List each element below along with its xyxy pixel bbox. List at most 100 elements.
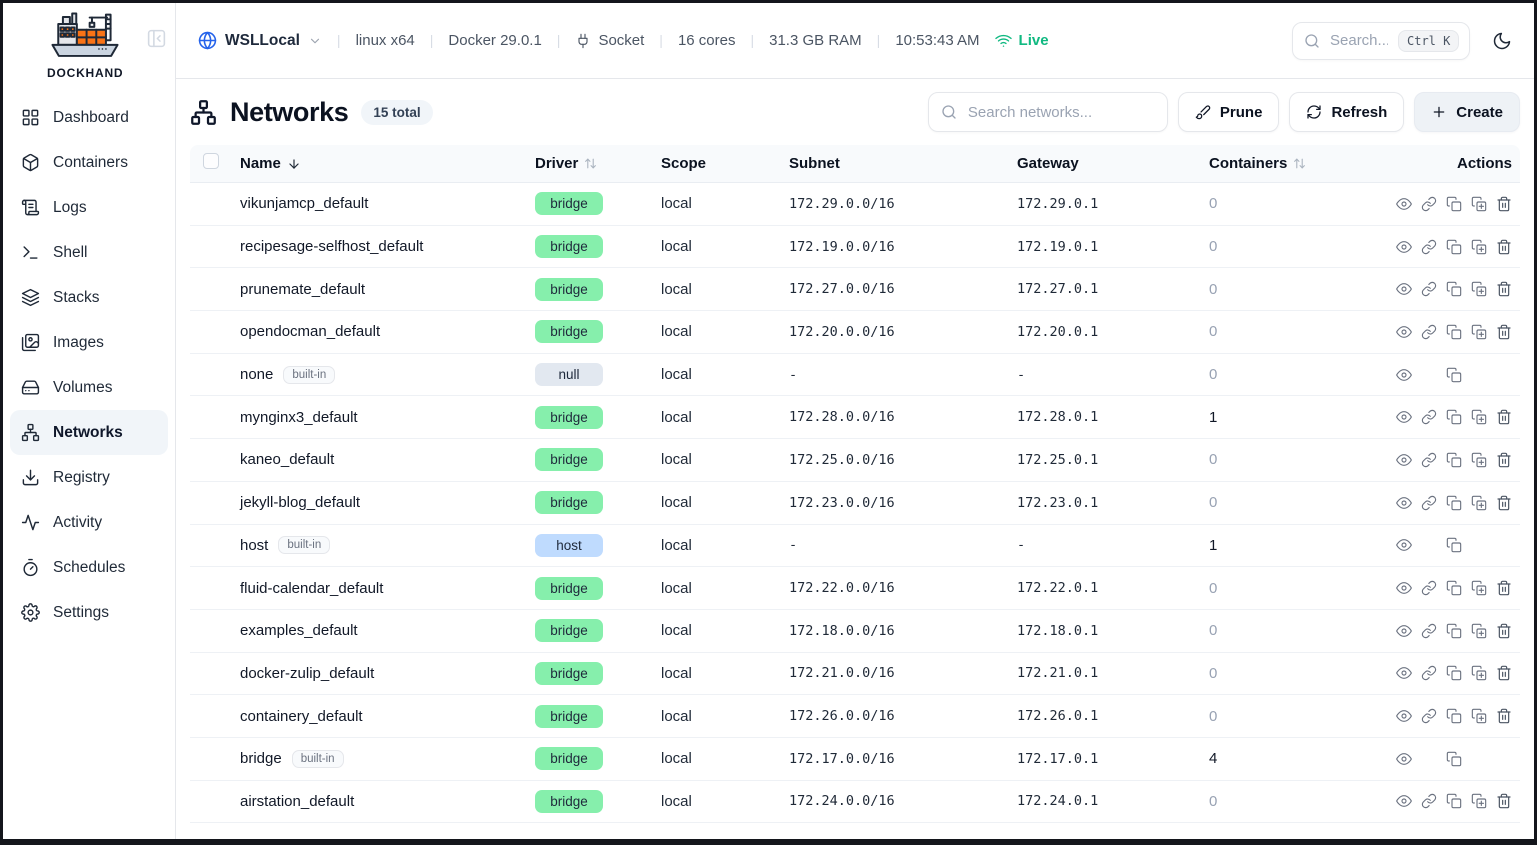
- delete-icon[interactable]: [1496, 793, 1512, 809]
- table-row[interactable]: fluid-calendar_default bridge local 172.…: [190, 567, 1520, 610]
- copy-icon[interactable]: [1446, 495, 1462, 511]
- view-icon[interactable]: [1396, 793, 1412, 809]
- column-header-driver[interactable]: Driver: [535, 155, 661, 172]
- host-selector[interactable]: WSLLocal: [198, 31, 322, 50]
- table-row[interactable]: docker-zulip_default bridge local 172.21…: [190, 653, 1520, 696]
- delete-icon[interactable]: [1496, 409, 1512, 425]
- table-row[interactable]: examples_default bridge local 172.18.0.0…: [190, 610, 1520, 653]
- link-icon[interactable]: [1421, 452, 1437, 468]
- view-icon[interactable]: [1396, 580, 1412, 596]
- link-icon[interactable]: [1421, 623, 1437, 639]
- link-icon[interactable]: [1421, 239, 1437, 255]
- view-icon[interactable]: [1396, 537, 1412, 553]
- column-header-containers[interactable]: Containers: [1209, 155, 1398, 172]
- delete-icon[interactable]: [1496, 196, 1512, 212]
- sidebar-item-images[interactable]: Images: [10, 320, 168, 365]
- copy-icon[interactable]: [1446, 324, 1462, 340]
- copy-icon[interactable]: [1446, 239, 1462, 255]
- copy-add-icon[interactable]: [1471, 239, 1487, 255]
- link-icon[interactable]: [1421, 665, 1437, 681]
- table-row[interactable]: prunemate_default bridge local 172.27.0.…: [190, 268, 1520, 312]
- sidebar-item-activity[interactable]: Activity: [10, 500, 168, 545]
- table-row[interactable]: containery_default bridge local 172.26.0…: [190, 695, 1520, 738]
- copy-icon[interactable]: [1446, 751, 1462, 767]
- delete-icon[interactable]: [1496, 580, 1512, 596]
- table-row[interactable]: host built-in host local - - 1: [190, 525, 1520, 568]
- view-icon[interactable]: [1396, 409, 1412, 425]
- create-button[interactable]: Create: [1414, 92, 1520, 132]
- copy-add-icon[interactable]: [1471, 324, 1487, 340]
- view-icon[interactable]: [1396, 324, 1412, 340]
- network-search-input[interactable]: [965, 102, 1155, 122]
- global-search-input[interactable]: [1328, 31, 1390, 50]
- sidebar-collapse-button[interactable]: [146, 28, 167, 49]
- copy-icon[interactable]: [1446, 281, 1462, 297]
- link-icon[interactable]: [1421, 196, 1437, 212]
- table-row[interactable]: kaneo_default bridge local 172.25.0.0/16…: [190, 439, 1520, 482]
- copy-icon[interactable]: [1446, 623, 1462, 639]
- view-icon[interactable]: [1396, 452, 1412, 468]
- view-icon[interactable]: [1396, 196, 1412, 212]
- copy-add-icon[interactable]: [1471, 708, 1487, 724]
- copy-icon[interactable]: [1446, 708, 1462, 724]
- copy-icon[interactable]: [1446, 580, 1462, 596]
- view-icon[interactable]: [1396, 751, 1412, 767]
- sidebar-item-networks[interactable]: Networks: [10, 410, 168, 455]
- dark-mode-toggle[interactable]: [1492, 31, 1512, 51]
- delete-icon[interactable]: [1496, 495, 1512, 511]
- link-icon[interactable]: [1421, 281, 1437, 297]
- copy-icon[interactable]: [1446, 452, 1462, 468]
- link-icon[interactable]: [1421, 580, 1437, 596]
- link-icon[interactable]: [1421, 708, 1437, 724]
- copy-icon[interactable]: [1446, 367, 1462, 383]
- table-row[interactable]: vikunjamcp_default bridge local 172.29.0…: [190, 183, 1520, 226]
- view-icon[interactable]: [1396, 367, 1412, 383]
- table-row[interactable]: recipesage-selfhost_default bridge local…: [190, 226, 1520, 269]
- view-icon[interactable]: [1396, 495, 1412, 511]
- view-icon[interactable]: [1396, 708, 1412, 724]
- column-header-name[interactable]: Name: [240, 155, 535, 172]
- prune-button[interactable]: Prune: [1177, 92, 1280, 132]
- sidebar-item-volumes[interactable]: Volumes: [10, 365, 168, 410]
- link-icon[interactable]: [1421, 324, 1437, 340]
- delete-icon[interactable]: [1496, 665, 1512, 681]
- sidebar-item-logs[interactable]: Logs: [10, 185, 168, 230]
- table-row[interactable]: none built-in null local - - 0: [190, 354, 1520, 397]
- delete-icon[interactable]: [1496, 239, 1512, 255]
- view-icon[interactable]: [1396, 239, 1412, 255]
- table-row[interactable]: mynginx3_default bridge local 172.28.0.0…: [190, 396, 1520, 440]
- copy-add-icon[interactable]: [1471, 623, 1487, 639]
- copy-icon[interactable]: [1446, 537, 1462, 553]
- table-row[interactable]: opendocman_default bridge local 172.20.0…: [190, 311, 1520, 354]
- copy-add-icon[interactable]: [1471, 196, 1487, 212]
- copy-add-icon[interactable]: [1471, 452, 1487, 468]
- global-search[interactable]: Ctrl K: [1292, 21, 1470, 60]
- sidebar-item-stacks[interactable]: Stacks: [10, 275, 168, 320]
- copy-add-icon[interactable]: [1471, 409, 1487, 425]
- copy-add-icon[interactable]: [1471, 793, 1487, 809]
- copy-icon[interactable]: [1446, 409, 1462, 425]
- link-icon[interactable]: [1421, 409, 1437, 425]
- network-search[interactable]: [927, 92, 1168, 132]
- copy-add-icon[interactable]: [1471, 281, 1487, 297]
- copy-add-icon[interactable]: [1471, 580, 1487, 596]
- sidebar-item-containers[interactable]: Containers: [10, 140, 168, 185]
- delete-icon[interactable]: [1496, 281, 1512, 297]
- view-icon[interactable]: [1396, 665, 1412, 681]
- sidebar-item-schedules[interactable]: Schedules: [10, 545, 168, 590]
- table-row[interactable]: bridge built-in bridge local 172.17.0.0/…: [190, 738, 1520, 781]
- view-icon[interactable]: [1396, 281, 1412, 297]
- table-row[interactable]: airstation_default bridge local 172.24.0…: [190, 781, 1520, 824]
- sidebar-item-dashboard[interactable]: Dashboard: [10, 95, 168, 140]
- view-icon[interactable]: [1396, 623, 1412, 639]
- copy-icon[interactable]: [1446, 665, 1462, 681]
- copy-icon[interactable]: [1446, 793, 1462, 809]
- delete-icon[interactable]: [1496, 324, 1512, 340]
- copy-add-icon[interactable]: [1471, 665, 1487, 681]
- sidebar-item-shell[interactable]: Shell: [10, 230, 168, 275]
- select-all-checkbox[interactable]: [203, 153, 219, 169]
- sidebar-item-settings[interactable]: Settings: [10, 590, 168, 635]
- refresh-button[interactable]: Refresh: [1289, 92, 1405, 132]
- table-row[interactable]: jekyll-blog_default bridge local 172.23.…: [190, 482, 1520, 525]
- delete-icon[interactable]: [1496, 708, 1512, 724]
